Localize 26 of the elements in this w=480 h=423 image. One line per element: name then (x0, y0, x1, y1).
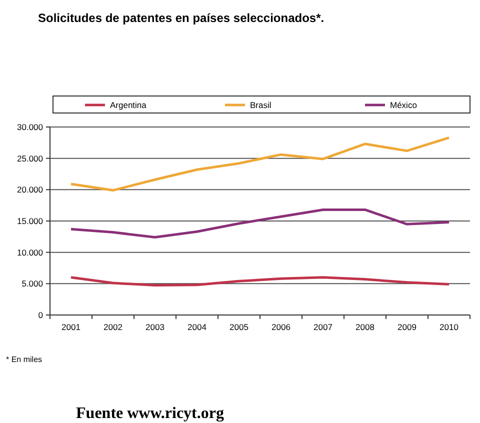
y-tick-label: 20.000 (17, 184, 44, 195)
x-tick-label: 2010 (440, 322, 459, 332)
x-tick-label: 2002 (104, 322, 123, 332)
x-tick-label: 2005 (230, 322, 249, 332)
line-series (70, 136, 450, 192)
source-note: Fuente www.ricyt.org (76, 405, 224, 422)
x-tick-label: 2007 (314, 322, 333, 332)
legend-label: México (390, 100, 418, 110)
x-tick-label: 2001 (62, 322, 81, 332)
text: * En miles (6, 355, 42, 364)
line-series (70, 276, 450, 286)
legend-label: Brasil (250, 100, 272, 110)
chart-title: Solicitudes de patentes en países seleccionados*. (38, 11, 324, 25)
legend-label: Argentina (110, 100, 147, 110)
x-tick-label: 2004 (188, 322, 207, 332)
y-tick-label: 15.000 (17, 216, 44, 226)
y-tick-label: 5.000 (22, 278, 44, 289)
x-tick-label: 2009 (398, 322, 417, 332)
y-tick-label: 30.000 (17, 122, 44, 132)
x-tick-label: 2003 (146, 322, 165, 332)
x-tick-label: 2008 (356, 322, 375, 332)
y-tick-label: 25.000 (17, 153, 44, 164)
x-tick-label: 2006 (272, 322, 291, 332)
y-tick-label: 10.000 (17, 247, 44, 258)
line-series (70, 208, 450, 239)
y-tick-label: 0 (38, 310, 44, 320)
